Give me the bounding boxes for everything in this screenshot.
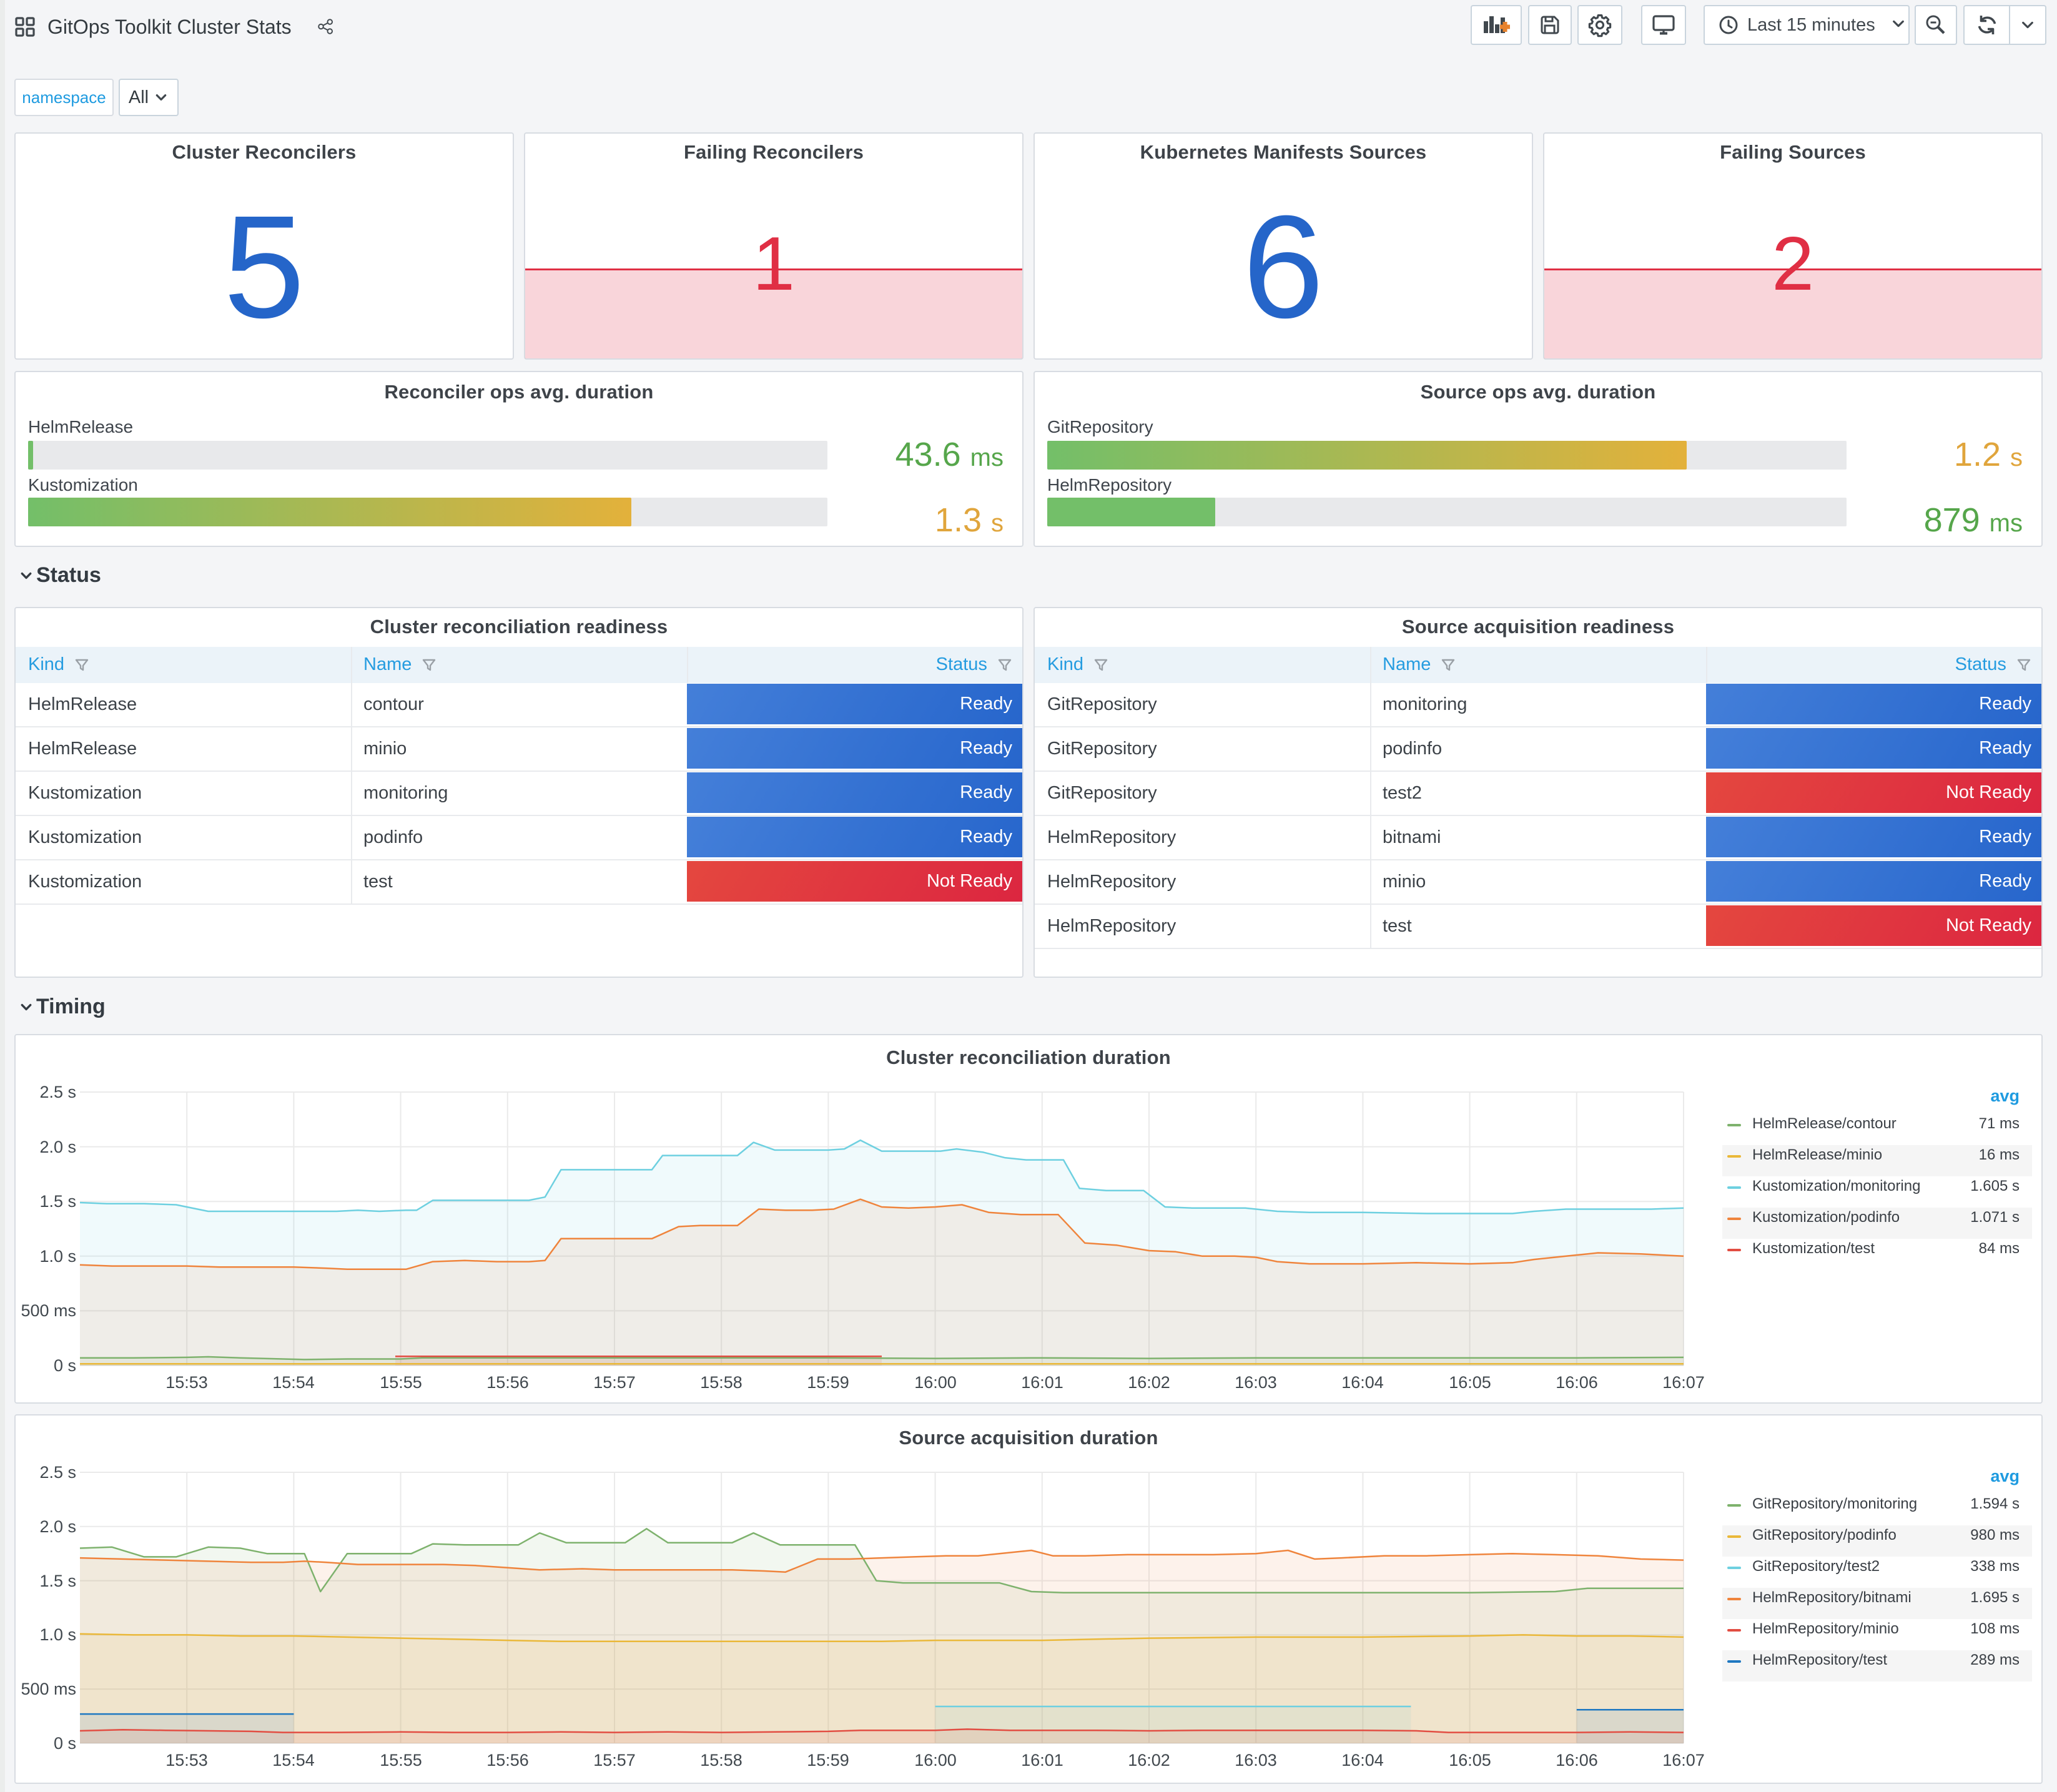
svg-text:15:58: 15:58	[700, 1373, 742, 1392]
svg-text:16:03: 16:03	[1235, 1373, 1277, 1392]
svg-text:16:03: 16:03	[1235, 1751, 1277, 1770]
svg-text:15:55: 15:55	[380, 1751, 422, 1770]
svg-text:2.5 s: 2.5 s	[39, 1463, 76, 1482]
svg-text:15:58: 15:58	[700, 1751, 742, 1770]
svg-text:16:05: 16:05	[1449, 1373, 1491, 1392]
svg-text:2.0 s: 2.0 s	[39, 1517, 76, 1536]
svg-text:16:04: 16:04	[1341, 1751, 1384, 1770]
svg-text:16:06: 16:06	[1556, 1751, 1598, 1770]
svg-text:16:07: 16:07	[1662, 1751, 1705, 1770]
svg-text:16:01: 16:01	[1021, 1751, 1063, 1770]
svg-text:16:02: 16:02	[1128, 1373, 1170, 1392]
svg-text:1.5 s: 1.5 s	[39, 1572, 76, 1590]
svg-text:16:05: 16:05	[1449, 1751, 1491, 1770]
svg-text:16:04: 16:04	[1341, 1373, 1384, 1392]
svg-text:15:57: 15:57	[593, 1373, 636, 1392]
svg-text:15:59: 15:59	[807, 1751, 849, 1770]
svg-text:15:56: 15:56	[486, 1751, 529, 1770]
svg-text:500 ms: 500 ms	[21, 1301, 76, 1320]
svg-text:16:06: 16:06	[1556, 1373, 1598, 1392]
svg-text:15:59: 15:59	[807, 1373, 849, 1392]
svg-text:16:00: 16:00	[914, 1373, 957, 1392]
svg-text:16:07: 16:07	[1662, 1373, 1705, 1392]
svg-text:1.0 s: 1.0 s	[39, 1625, 76, 1644]
svg-text:15:54: 15:54	[272, 1751, 315, 1770]
svg-text:15:57: 15:57	[593, 1751, 636, 1770]
svg-text:16:02: 16:02	[1128, 1751, 1170, 1770]
svg-text:0 s: 0 s	[54, 1734, 76, 1753]
svg-text:1.5 s: 1.5 s	[39, 1192, 76, 1211]
svg-text:15:53: 15:53	[165, 1751, 208, 1770]
svg-text:2.5 s: 2.5 s	[39, 1083, 76, 1101]
svg-text:16:01: 16:01	[1021, 1373, 1063, 1392]
svg-text:1.0 s: 1.0 s	[39, 1247, 76, 1266]
svg-text:500 ms: 500 ms	[21, 1680, 76, 1698]
svg-text:15:53: 15:53	[165, 1373, 208, 1392]
svg-text:15:54: 15:54	[272, 1373, 315, 1392]
svg-text:16:00: 16:00	[914, 1751, 957, 1770]
svg-text:15:56: 15:56	[486, 1373, 529, 1392]
svg-text:2.0 s: 2.0 s	[39, 1138, 76, 1156]
svg-text:15:55: 15:55	[380, 1373, 422, 1392]
svg-text:0 s: 0 s	[54, 1356, 76, 1375]
